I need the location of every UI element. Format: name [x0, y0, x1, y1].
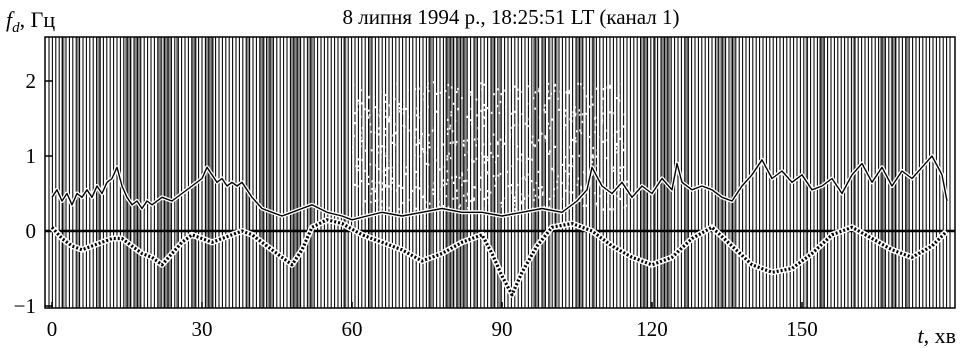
x-tick-label: 0: [47, 317, 58, 341]
plot-frame: [44, 36, 956, 309]
y-axis-label: fd, Гц: [6, 7, 55, 36]
x-tick-label: 90: [492, 317, 513, 341]
spectrogram-stripes: [48, 37, 951, 308]
y-axis-label-symbol: f: [6, 7, 15, 32]
x-axis-label-unit: , хв: [924, 323, 956, 348]
x-tick-label: 120: [636, 317, 668, 341]
spectrogram-scatter: [352, 81, 629, 211]
x-tick-label: 150: [786, 317, 818, 341]
y-axis-label-subscript: d: [12, 20, 20, 36]
x-axis-label: t, хв: [917, 323, 956, 348]
series-layer: [49, 154, 950, 298]
y-tick-label: 1: [26, 144, 37, 168]
x-axis-label-symbol: t: [917, 323, 924, 348]
y-tick-label: 0: [26, 219, 37, 243]
series-2-line: [50, 218, 949, 297]
chart-title: 8 липня 1994 р., 18:25:51 LT (канал 1): [342, 5, 679, 29]
y-tick-label: −1: [14, 294, 36, 318]
series-1-line: [51, 155, 948, 221]
plot-axes: [44, 36, 956, 309]
stripe-dark-bands: [61, 37, 909, 308]
scatter-speckles: [352, 81, 629, 211]
y-tick-label: 2: [26, 69, 37, 93]
x-tick-label: 30: [192, 317, 213, 341]
y-axis-label-unit: , Гц: [20, 7, 56, 32]
x-tick-label: 60: [342, 317, 363, 341]
